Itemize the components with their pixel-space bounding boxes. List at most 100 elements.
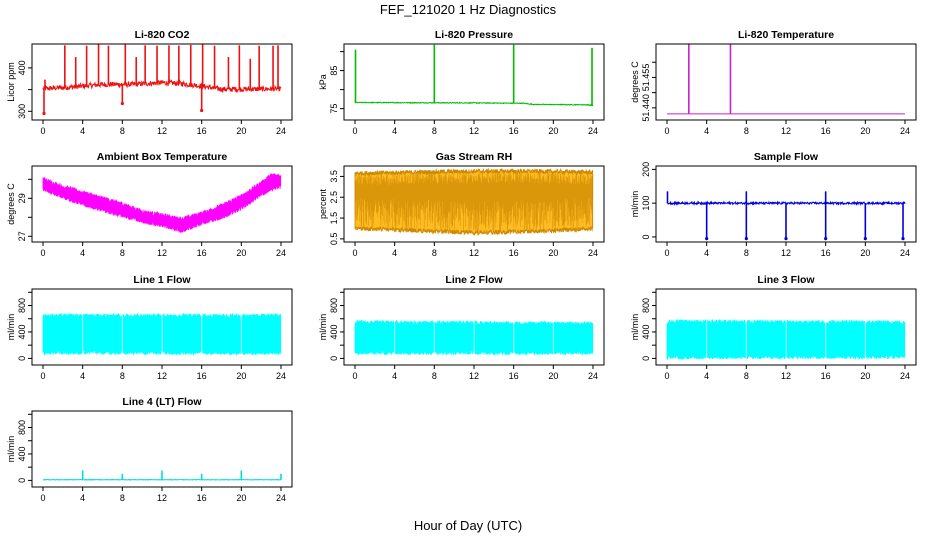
y-tick-label-5: 800 <box>17 420 27 435</box>
y-axis-label: Licor ppm <box>6 62 16 102</box>
x-tick-label-4: 12 <box>157 493 167 503</box>
x-tick-label-2: 4 <box>392 371 397 381</box>
plot-area <box>354 167 594 237</box>
x-tick-label-3: 8 <box>120 126 125 136</box>
x-tick-label-4: 12 <box>469 126 479 136</box>
chart-panel-10: 0 4 8 12 16 20 24 0 400 800 Line 4 (LT) Flow ml/min <box>6 396 293 503</box>
x-tick-label-3: 8 <box>744 371 749 381</box>
y-tick-label-2: 100 <box>641 196 651 211</box>
x-tick-label-3: 8 <box>432 371 437 381</box>
y-tick-label-5: 800 <box>17 298 27 313</box>
plot-area <box>667 44 905 115</box>
series-dip-point-2 <box>744 237 748 241</box>
x-tick-label-1: 0 <box>352 248 357 258</box>
y-tick-label-3: 400 <box>329 324 339 339</box>
series-scatter <box>354 171 594 233</box>
y-tick-label-3: 400 <box>17 324 27 339</box>
x-tick-label-5: 16 <box>821 371 831 381</box>
x-tick-label-6: 20 <box>548 248 558 258</box>
series-line <box>354 101 594 107</box>
y-tick-label-3: 2.5 <box>329 191 339 204</box>
y-tick-label-1: 51.440 <box>641 94 651 122</box>
y-axis-label: percent <box>318 188 328 219</box>
chart-panel-3: 0 4 8 12 16 20 24 51.440 51.455 Li-820 Temperatur… <box>630 29 917 136</box>
y-tick-label-3: 400 <box>17 60 27 75</box>
y-tick-label-5: 800 <box>641 298 651 313</box>
series-band-4 <box>474 320 514 357</box>
x-tick-label-2: 4 <box>704 248 709 258</box>
y-tick-label-3: 29 <box>17 193 27 203</box>
plot-area <box>42 44 282 116</box>
x-tick-label-3: 8 <box>120 248 125 258</box>
x-tick-label-6: 20 <box>548 371 558 381</box>
x-tick-label-5: 16 <box>821 126 831 136</box>
y-axis-label: ml/min <box>6 436 16 463</box>
x-tick-label-7: 24 <box>276 493 286 503</box>
x-tick-label-1: 0 <box>664 126 669 136</box>
series-dip-point-3 <box>784 237 788 241</box>
panel-title: Ambient Box Temperature <box>97 151 228 163</box>
x-tick-label-7: 24 <box>588 248 598 258</box>
chart-panel-5: 0 4 8 12 16 20 24 0.5 1.5 2.5 3.5 Gas Stream RH perc… <box>318 151 605 258</box>
y-tick-label-1: 0 <box>17 356 27 361</box>
y-tick-label-2: 1.5 <box>329 212 339 225</box>
series-band-2 <box>707 318 746 360</box>
x-axis-title: Hour of Day (UTC) <box>413 518 523 533</box>
y-tick-label-1: 0 <box>641 356 651 361</box>
y-axis-label: degrees C <box>6 183 16 225</box>
y-tick-label-3: 200 <box>641 162 651 177</box>
plot-area <box>42 470 282 481</box>
chart-panel-8: 0 4 8 12 16 20 24 0 400 800 Line 2 Flow ml/min <box>318 274 605 381</box>
plot-area <box>666 191 906 241</box>
y-tick-label-3: 85 <box>329 66 339 76</box>
x-tick-label-7: 24 <box>588 126 598 136</box>
chart-panel-9: 0 4 8 12 16 20 24 0 400 800 Line 3 Flow ml/min <box>630 274 917 381</box>
panel-title: Gas Stream RH <box>436 151 512 163</box>
y-tick-label-4: 3.5 <box>329 170 339 183</box>
x-tick-label-6: 20 <box>236 248 246 258</box>
series-dip-point-1 <box>42 111 46 116</box>
x-tick-label-5: 16 <box>197 126 207 136</box>
x-tick-label-4: 12 <box>157 248 167 258</box>
series-dip-point-2 <box>120 101 124 106</box>
series-band-3 <box>122 312 162 356</box>
series-band-1 <box>354 319 395 356</box>
x-tick-label-4: 12 <box>469 248 479 258</box>
panel-title: Li-820 Pressure <box>435 29 513 41</box>
series-band-6 <box>865 319 906 360</box>
plot-area <box>666 318 906 361</box>
x-tick-label-5: 16 <box>197 493 207 503</box>
y-axis-label: kPa <box>318 74 328 90</box>
x-tick-label-4: 12 <box>781 248 791 258</box>
chart-panel-1: 0 4 8 12 16 20 24 300 400 Li-820 CO2 Licor ppm <box>6 29 293 136</box>
x-tick-label-3: 8 <box>432 248 437 258</box>
series-band-2 <box>83 312 122 356</box>
x-tick-label-1: 0 <box>40 248 45 258</box>
x-tick-label-2: 4 <box>80 248 85 258</box>
x-tick-label-3: 8 <box>744 248 749 258</box>
x-tick-label-2: 4 <box>80 371 85 381</box>
panel-title: Line 4 (LT) Flow <box>122 396 202 408</box>
panel-title: Sample Flow <box>754 151 819 163</box>
x-tick-label-6: 20 <box>860 126 870 136</box>
x-tick-label-6: 20 <box>236 493 246 503</box>
series-band-4 <box>786 319 826 361</box>
series-band-3 <box>746 318 786 361</box>
x-tick-label-2: 4 <box>80 126 85 136</box>
x-tick-label-7: 24 <box>588 371 598 381</box>
x-tick-label-5: 16 <box>197 248 207 258</box>
series-band-6 <box>241 312 282 357</box>
panel-title: Li-820 CO2 <box>135 29 190 41</box>
series-band-1 <box>666 318 707 361</box>
chart-panel-6: 0 4 8 12 16 20 24 0 100 200 Sample Flow ml/min <box>630 151 917 258</box>
figure-title: FEF_121020 1 Hz Diagnostics <box>379 2 557 17</box>
series-band-6 <box>553 320 594 356</box>
x-tick-label-2: 4 <box>392 248 397 258</box>
series-dip-point-1 <box>705 237 709 241</box>
x-tick-label-7: 24 <box>900 248 910 258</box>
x-tick-label-6: 20 <box>548 126 558 136</box>
panel-title: Line 2 Flow <box>445 274 503 286</box>
x-tick-label-1: 0 <box>352 126 357 136</box>
plot-area <box>354 44 594 107</box>
